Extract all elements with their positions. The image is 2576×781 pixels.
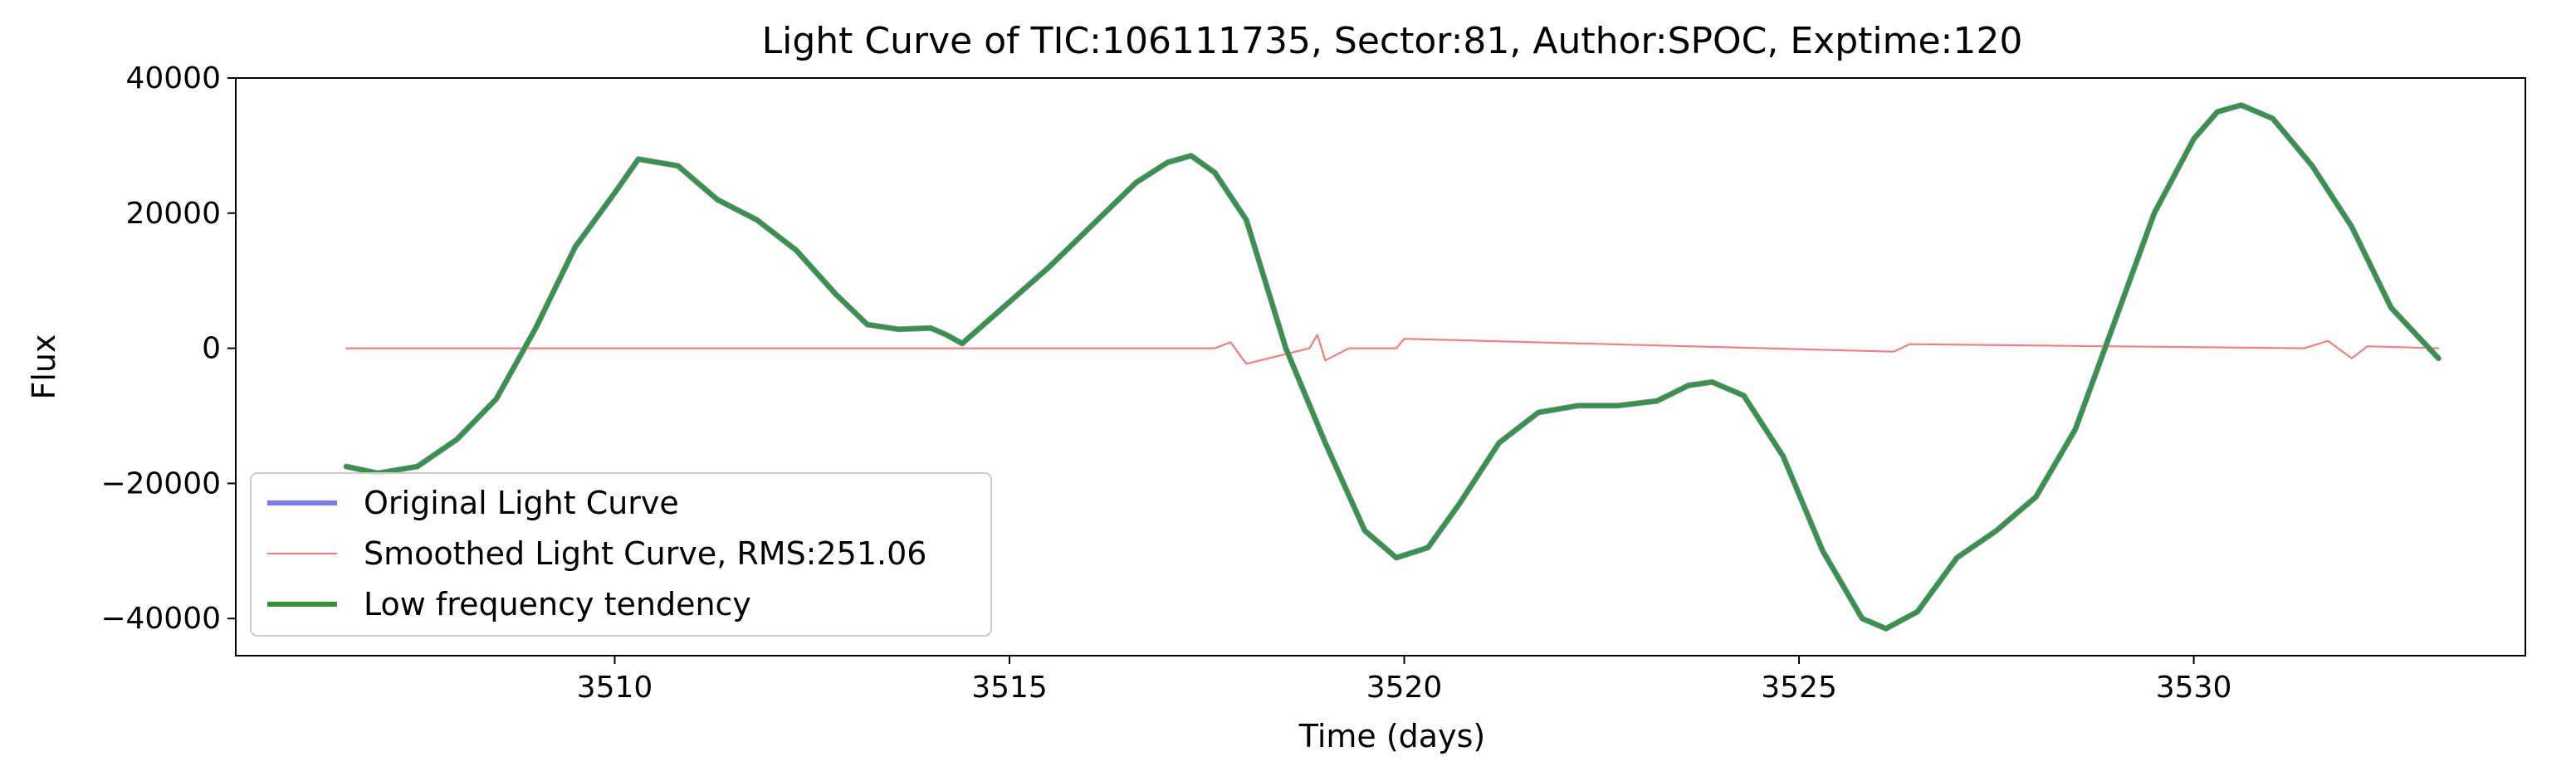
y-tick-label: −20000 bbox=[100, 466, 221, 500]
y-axis-ticks: −40000 −20000 0 20000 40000 bbox=[100, 61, 236, 636]
plot-frame bbox=[235, 77, 2526, 657]
legend-box bbox=[250, 472, 992, 637]
series-low-frequency-tendency bbox=[344, 102, 2442, 632]
x-tick-label: 3530 bbox=[2156, 671, 2232, 705]
series-layer bbox=[343, 102, 2442, 632]
y-tick-label: −40000 bbox=[100, 602, 221, 636]
legend-label-smoothed: Smoothed Light Curve, RMS:251.06 bbox=[364, 535, 926, 572]
legend: Original Light Curve Smoothed Light Curv… bbox=[250, 472, 992, 637]
x-axis-label: Time (days) bbox=[1298, 718, 1485, 754]
x-tick-label: 3515 bbox=[971, 671, 1048, 705]
series-smoothed-light-curve bbox=[345, 334, 2440, 365]
x-axis-ticks: 3510 3515 3520 3525 3530 bbox=[577, 656, 2232, 705]
x-tick-label: 3520 bbox=[1366, 671, 1443, 705]
y-tick-label: 40000 bbox=[125, 61, 221, 95]
plot-area bbox=[343, 102, 2442, 632]
y-tick-label: 20000 bbox=[125, 197, 221, 231]
legend-label-original: Original Light Curve bbox=[364, 485, 679, 521]
y-axis-label: Flux bbox=[26, 334, 62, 400]
legend-label-low-frequency: Low frequency tendency bbox=[364, 586, 751, 622]
x-tick-label: 3510 bbox=[577, 671, 653, 705]
x-tick-label: 3525 bbox=[1761, 671, 1837, 705]
y-tick-label: 0 bbox=[202, 332, 221, 366]
chart-title: Light Curve of TIC:106111735, Sector:81,… bbox=[762, 20, 2023, 62]
